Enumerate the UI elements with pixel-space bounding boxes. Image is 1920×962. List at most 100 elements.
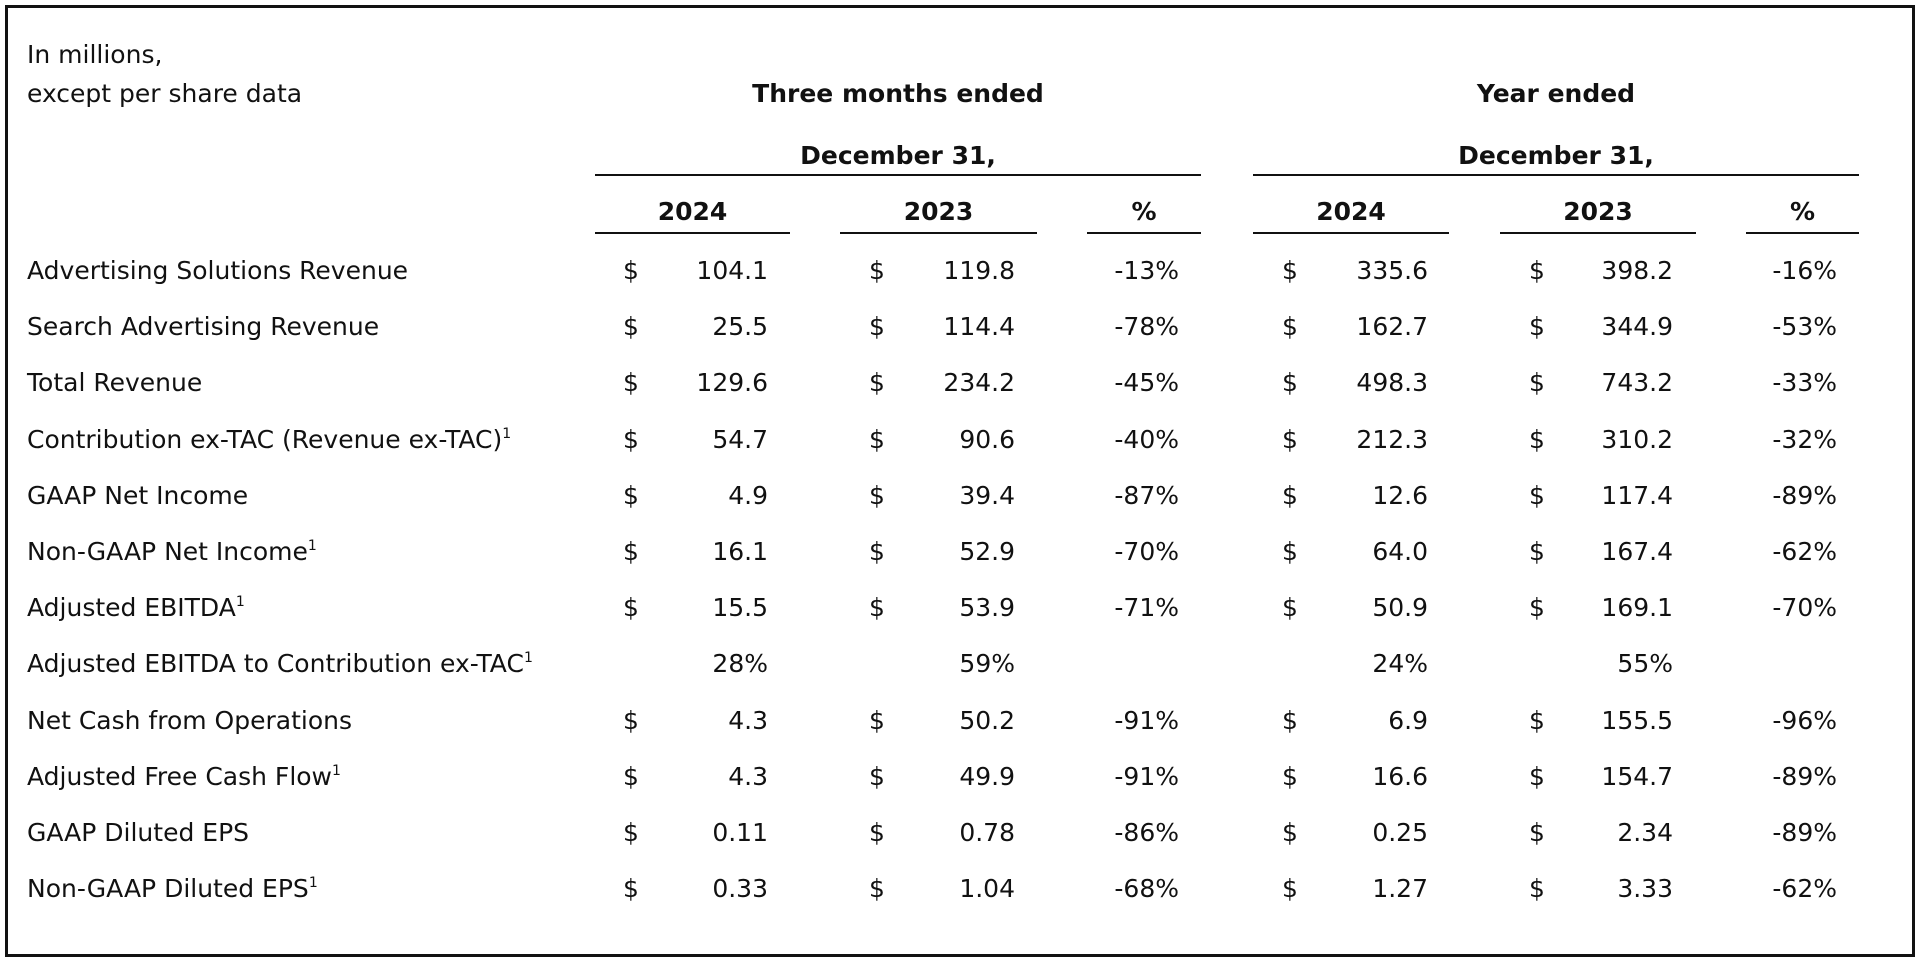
cell-value: 310.2 [1601, 424, 1673, 454]
cell-value: 117.4 [1601, 480, 1673, 510]
cell-value: 162.7 [1356, 312, 1428, 342]
currency: $ [1529, 874, 1545, 904]
cell-value: 4.9 [728, 480, 768, 510]
label-text: GAAP Net Income [27, 480, 249, 510]
currency: $ [1282, 312, 1298, 342]
currency: $ [623, 368, 639, 398]
currency: $ [623, 256, 639, 285]
cell-value: -53% [1772, 312, 1837, 342]
cell-value: 6.9 [1388, 705, 1428, 735]
cell-value: 1.27 [1372, 874, 1428, 904]
group-title: Three months ended [752, 79, 1044, 108]
row-label: Net Cash from Operations [27, 706, 352, 736]
cell-value: -91% [1114, 761, 1179, 791]
row-label: Non-GAAP Diluted EPS1 [27, 874, 318, 904]
cell-value: -16% [1772, 256, 1837, 285]
currency: $ [869, 256, 885, 285]
frame [5, 5, 1915, 957]
cell-value: 53.9 [959, 593, 1015, 623]
cell-value: -45% [1114, 368, 1179, 398]
cell-value: 90.6 [959, 424, 1015, 454]
cell-value: 3.33 [1617, 874, 1673, 904]
cell-value: 155.5 [1601, 705, 1673, 735]
currency: $ [869, 312, 885, 342]
cell-value: 0.78 [959, 818, 1015, 847]
cell-value: 119.8 [943, 256, 1015, 285]
currency: $ [1529, 368, 1545, 398]
currency: $ [869, 818, 885, 847]
cell-value: 16.1 [712, 537, 768, 566]
label-text: Adjusted EBITDA [27, 593, 236, 623]
footnote-mark: 1 [502, 425, 512, 442]
currency: $ [869, 480, 885, 510]
cell-value: 114.4 [943, 312, 1015, 342]
cell-value: -71% [1114, 593, 1179, 623]
cell-value: 498.3 [1356, 368, 1428, 398]
cell-value: -62% [1772, 537, 1837, 566]
row-label: Search Advertising Revenue [27, 312, 379, 342]
rule [1253, 232, 1449, 234]
cell-value: 4.3 [728, 705, 768, 735]
cell-value: 167.4 [1601, 537, 1673, 566]
cell-value: 59% [959, 649, 1015, 679]
group-subtitle: December 31, [1458, 141, 1654, 170]
cell-value: 0.25 [1372, 818, 1428, 847]
currency: $ [623, 537, 639, 566]
column-header: % [1789, 197, 1816, 226]
cell-value: -70% [1114, 537, 1179, 566]
cell-value: 0.33 [712, 874, 768, 904]
unit-note: except per share data [27, 79, 303, 108]
rule [1253, 174, 1859, 176]
cell-value: -96% [1772, 705, 1837, 735]
currency: $ [1529, 256, 1545, 285]
label-text: Adjusted EBITDA to Contribution ex-TAC [27, 649, 524, 679]
cell-value: -68% [1114, 874, 1179, 904]
currency: $ [1282, 705, 1298, 735]
currency: $ [623, 874, 639, 904]
cell-value: 2.34 [1617, 818, 1673, 847]
currency: $ [869, 537, 885, 566]
row-label: Non-GAAP Net Income1 [27, 537, 317, 567]
group-title: Year ended [1476, 79, 1636, 108]
footnote-mark: 1 [307, 538, 317, 554]
rule [595, 174, 1201, 176]
rule [1746, 232, 1859, 234]
currency: $ [869, 761, 885, 791]
label-text: Contribution ex-TAC (Revenue ex-TAC) [27, 424, 503, 454]
row-label: Contribution ex-TAC (Revenue ex-TAC)1 [27, 425, 511, 455]
cell-value: -86% [1114, 818, 1179, 847]
cell-value: 743.2 [1601, 368, 1673, 398]
currency: $ [1529, 705, 1545, 735]
cell-value: 55% [1617, 649, 1673, 679]
rule [595, 232, 790, 234]
currency: $ [1529, 424, 1545, 454]
cell-value: 0.11 [712, 818, 768, 847]
currency: $ [1282, 593, 1298, 623]
row-label: Adjusted Free Cash Flow1 [27, 762, 341, 792]
row-label: Total Revenue [27, 368, 202, 398]
footnote-mark: 1 [523, 650, 533, 667]
cell-value: 39.4 [959, 480, 1015, 510]
cell-value: -89% [1772, 818, 1837, 847]
cell-value: 28% [712, 649, 768, 679]
rule [1087, 232, 1201, 234]
currency: $ [1529, 312, 1545, 342]
row-label: GAAP Net Income [27, 481, 248, 511]
row-label: Adjusted EBITDA to Contribution ex-TAC1 [27, 649, 533, 679]
rule [1500, 232, 1696, 234]
cell-value: -33% [1772, 368, 1837, 398]
row-label: Advertising Solutions Revenue [27, 256, 408, 286]
footnote-mark: 1 [332, 762, 341, 779]
label-text: Non-GAAP Net Income [27, 537, 308, 566]
cell-value: 64.0 [1372, 537, 1428, 566]
currency: $ [1282, 761, 1298, 791]
currency: $ [1529, 593, 1545, 623]
column-header: 2023 [1563, 197, 1633, 226]
cell-value: -70% [1772, 593, 1837, 623]
rule [840, 232, 1037, 234]
cell-value: -91% [1114, 705, 1179, 735]
cell-value: -32% [1772, 424, 1837, 454]
currency: $ [623, 761, 639, 791]
currency: $ [1282, 368, 1298, 398]
currency: $ [1282, 480, 1298, 510]
